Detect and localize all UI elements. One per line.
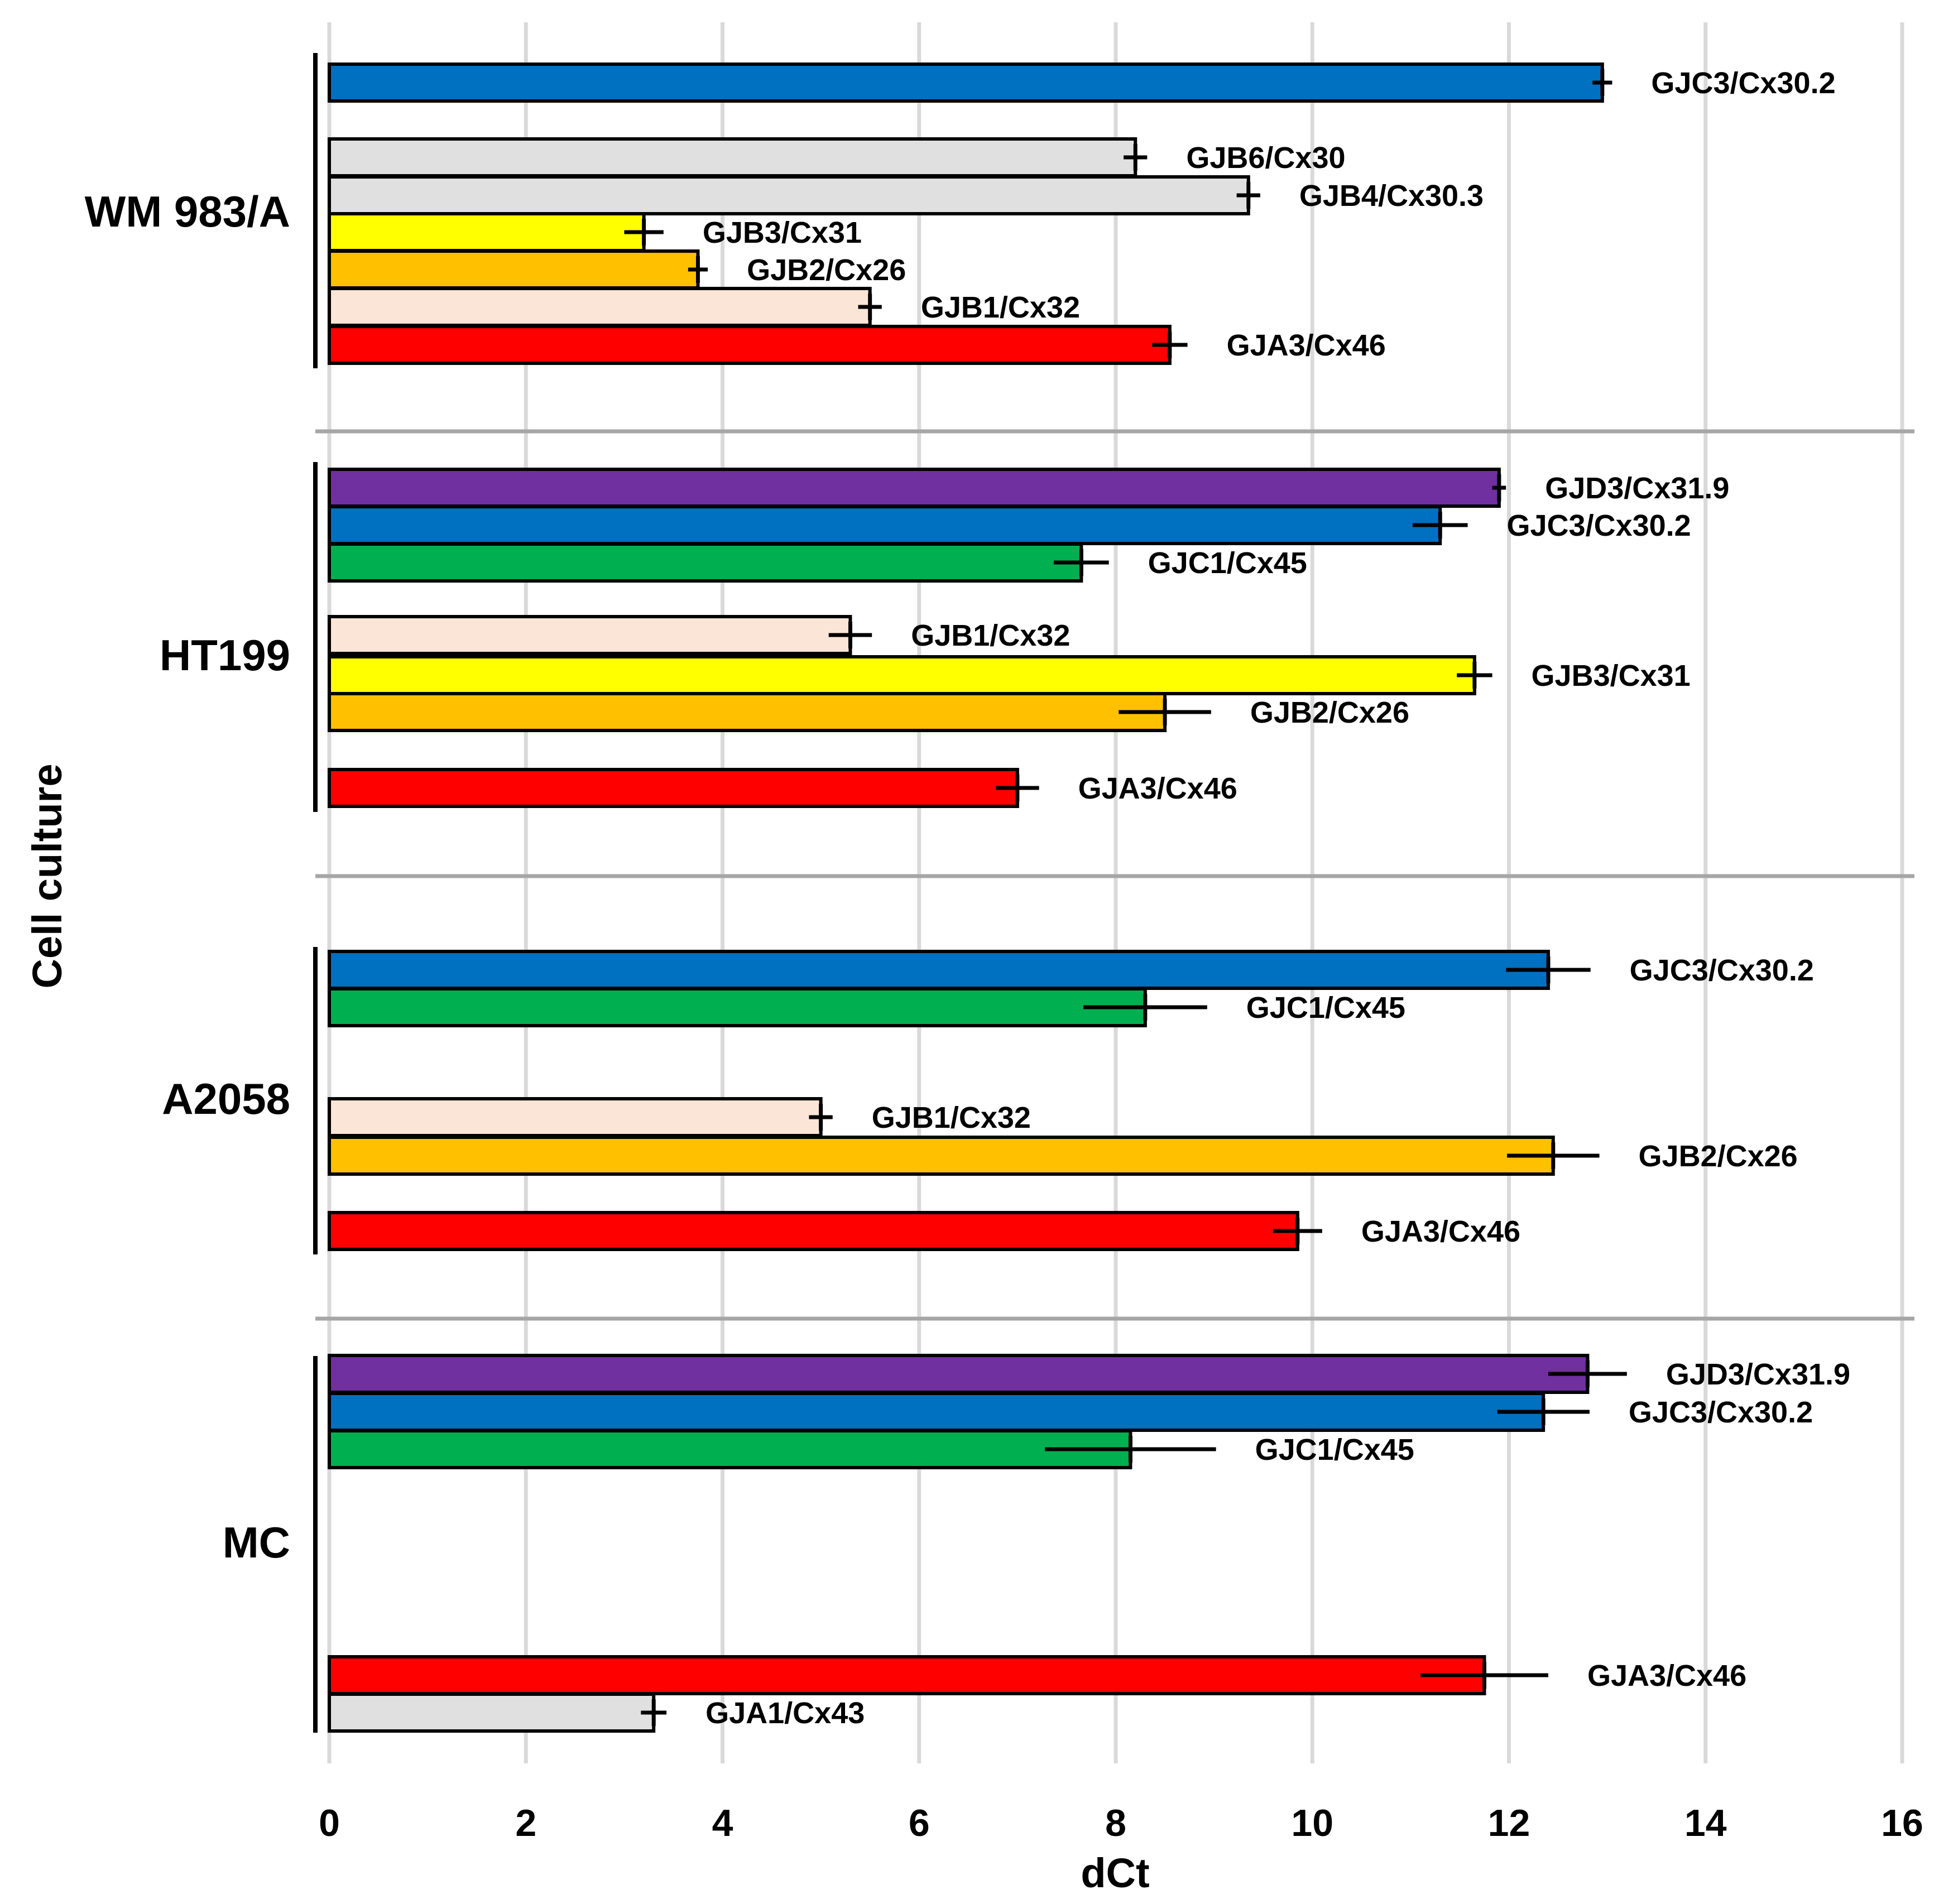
group-label: A2058 — [162, 1074, 290, 1123]
bars — [328, 62, 1604, 1733]
bar — [328, 1429, 1132, 1469]
bar — [328, 950, 1550, 990]
bar — [328, 62, 1604, 103]
group-separators — [315, 429, 1914, 1321]
bar — [328, 287, 872, 327]
bar-label: GJC1/Cx45 — [1246, 991, 1405, 1025]
x-tick-label: 2 — [515, 1802, 536, 1844]
x-axis-title: dCt — [1081, 1850, 1149, 1896]
bar — [328, 987, 1147, 1027]
bar-label: GJB2/Cx26 — [1250, 696, 1409, 729]
bar — [328, 505, 1442, 545]
bar-label: GJA3/Cx46 — [1078, 772, 1237, 805]
bar — [328, 1136, 1555, 1176]
bar-label: GJB1/Cx32 — [911, 619, 1070, 652]
group-label: HT199 — [160, 631, 290, 680]
error-bars — [624, 69, 1627, 1726]
bar-label: GJC3/Cx30.2 — [1630, 954, 1814, 987]
bar-label: GJB1/Cx32 — [921, 291, 1080, 324]
x-tick-label: 4 — [712, 1802, 733, 1844]
bar-label: GJC1/Cx45 — [1255, 1433, 1414, 1467]
bar-label: GJC3/Cx30.2 — [1651, 66, 1835, 100]
bar — [328, 615, 852, 655]
x-tick-label: 14 — [1684, 1802, 1727, 1844]
bar — [328, 655, 1476, 695]
bar — [328, 175, 1250, 215]
bar — [328, 212, 646, 252]
bar-label: GJA3/Cx46 — [1587, 1659, 1746, 1693]
bar — [328, 768, 1019, 808]
x-tick-label: 0 — [319, 1802, 340, 1844]
bar-label: GJB3/Cx31 — [1532, 659, 1691, 693]
x-tick-label: 6 — [909, 1802, 930, 1844]
bar-label: GJC3/Cx30.2 — [1507, 509, 1691, 542]
bar — [328, 1392, 1546, 1432]
bar — [328, 325, 1172, 365]
group-label: WM 983/A — [85, 187, 290, 236]
bar — [328, 1211, 1299, 1251]
bar — [328, 1097, 823, 1137]
bar-label: GJB3/Cx31 — [703, 216, 862, 249]
bar-label: GJB4/Cx30.3 — [1299, 179, 1484, 213]
bar — [328, 137, 1138, 177]
group-label: MC — [223, 1518, 290, 1567]
bar-label: GJD3/Cx31.9 — [1545, 472, 1729, 505]
bar — [328, 468, 1501, 508]
x-axis-ticks: 0 2 4 6 8 10 12 14 16 — [319, 1802, 1923, 1844]
bar-labels: GJC3/Cx30.2 GJB6/Cx30 GJB4/Cx30.3 GJB3/Cx31… — [703, 66, 1850, 1730]
bar — [328, 1354, 1590, 1394]
bar-label: GJC1/Cx45 — [1148, 546, 1307, 580]
y-axis-title: Cell culture — [24, 764, 70, 989]
x-tick-label: 12 — [1488, 1802, 1530, 1844]
bar — [328, 1693, 656, 1733]
bar — [328, 1655, 1486, 1695]
group-labels: WM 983/A HT199 A2058 MC — [85, 187, 290, 1567]
bar — [328, 692, 1167, 732]
x-tick-label: 16 — [1881, 1802, 1923, 1844]
bar — [328, 542, 1083, 583]
bar-label: GJA3/Cx46 — [1361, 1215, 1520, 1248]
bar-label: GJB2/Cx26 — [747, 253, 906, 287]
bar — [328, 249, 700, 290]
x-tick-label: 8 — [1105, 1802, 1126, 1844]
bar-label: GJA3/Cx46 — [1227, 329, 1386, 362]
x-tick-label: 10 — [1291, 1802, 1333, 1844]
bar-label: GJB2/Cx26 — [1639, 1139, 1798, 1173]
bar-label: GJC3/Cx30.2 — [1629, 1396, 1813, 1429]
bar-label: GJB6/Cx30 — [1186, 141, 1345, 175]
bar-label: GJD3/Cx31.9 — [1666, 1358, 1850, 1391]
bar-label: GJA1/Cx43 — [705, 1696, 865, 1730]
bar-label: GJB1/Cx32 — [872, 1101, 1031, 1134]
